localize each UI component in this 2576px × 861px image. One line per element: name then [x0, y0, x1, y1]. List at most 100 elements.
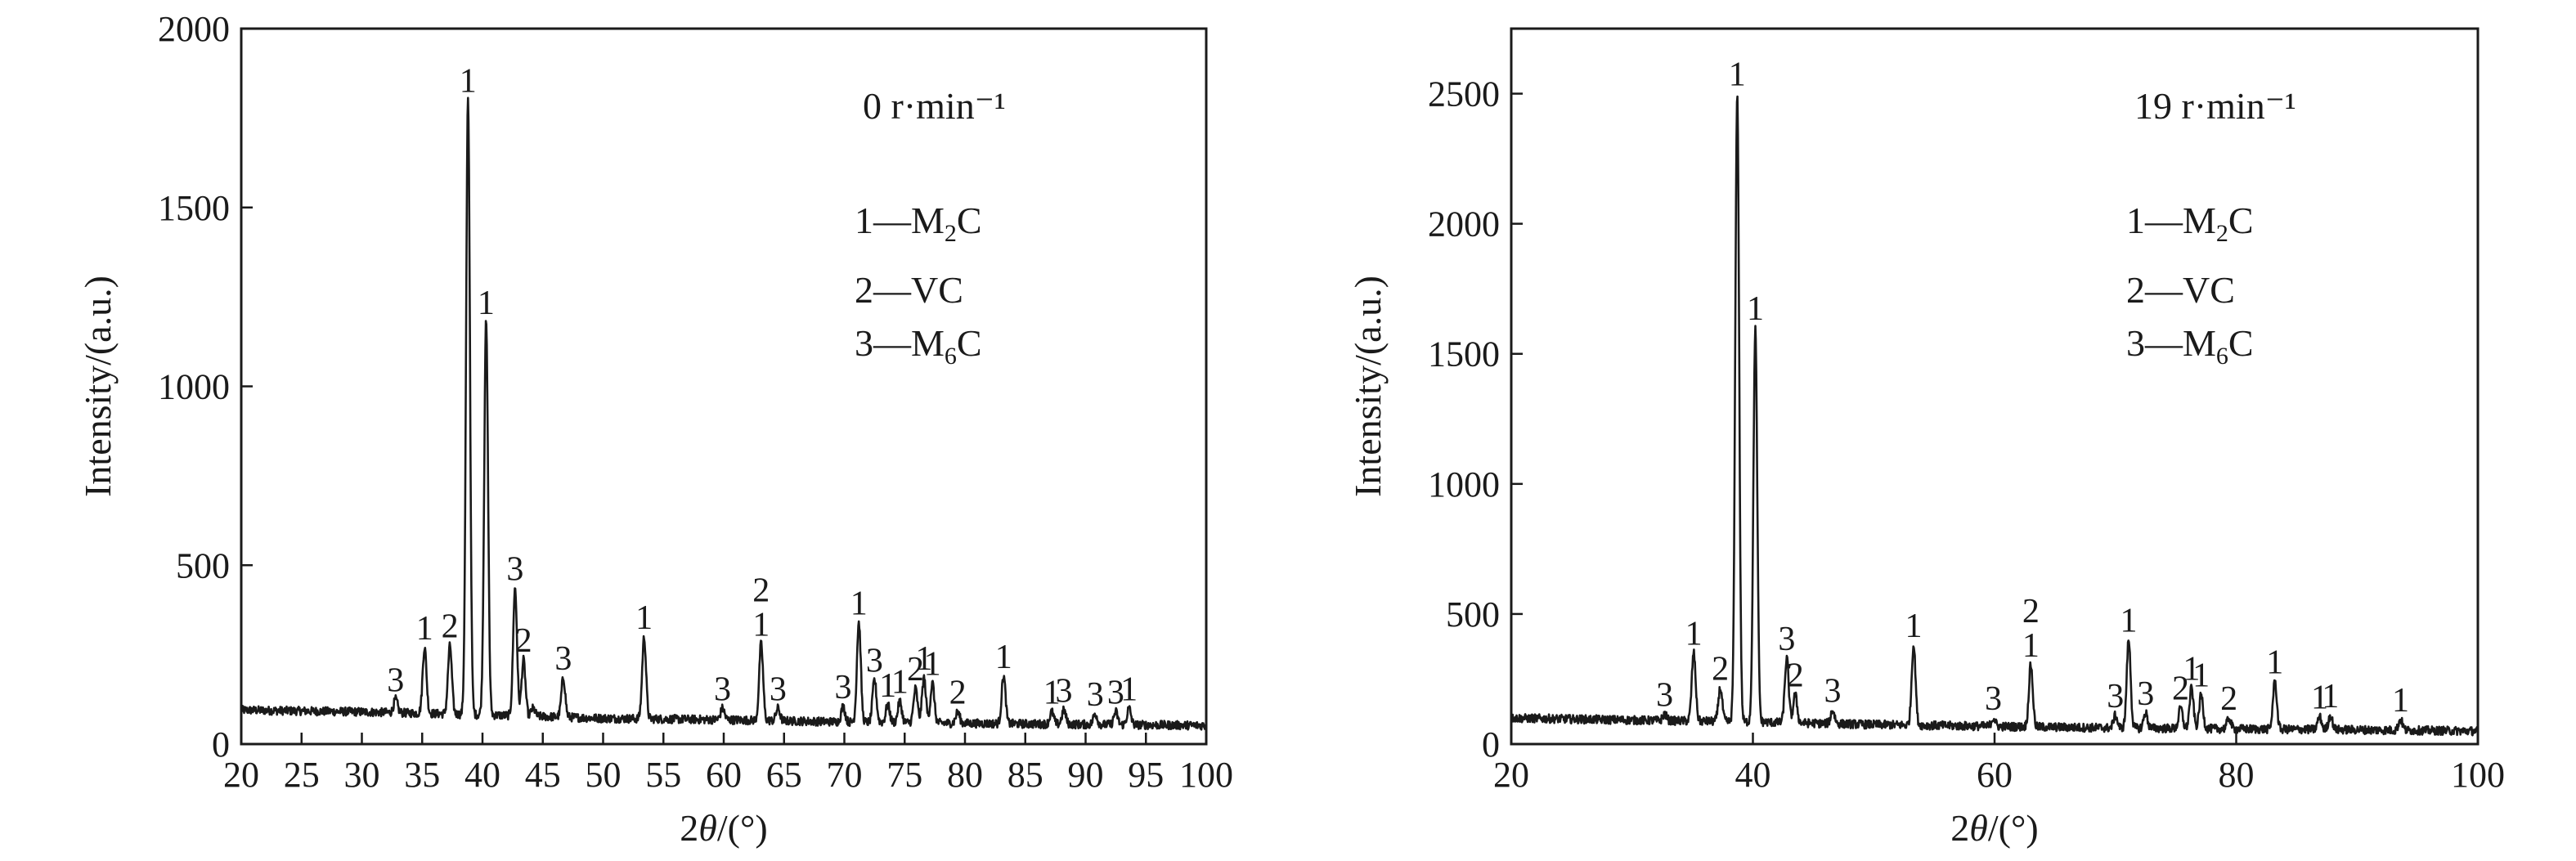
peak-label: 1: [1747, 290, 1764, 328]
x-tick-label: 85: [1008, 755, 1043, 795]
diffraction-trace: [1510, 95, 2480, 737]
peak-label: 1: [416, 610, 433, 648]
peak-label: 3: [866, 642, 883, 679]
x-tick-label: 50: [586, 755, 622, 795]
x-tick-label: 40: [464, 755, 500, 795]
x-tick-label: 75: [886, 755, 922, 795]
x-axis-title: 2θ/(°): [1950, 807, 2038, 849]
peak-label: 1: [1043, 675, 1061, 712]
peak-label: 2: [2220, 680, 2237, 718]
x-tick-label: 20: [223, 755, 259, 795]
peak-label: 1: [2311, 679, 2328, 717]
y-tick-label: 2500: [1428, 74, 1500, 114]
y-tick-label: 0: [1482, 724, 1500, 765]
peak-label: 2: [515, 622, 532, 660]
y-tick-label: 500: [1446, 594, 1500, 635]
peak-label: 3: [714, 670, 731, 708]
legend-entry: 2—VC: [2126, 269, 2235, 311]
peak-label: 1: [1685, 616, 1703, 653]
legend-entry: 1—M2C: [2126, 200, 2254, 247]
peak-label: 2: [752, 572, 770, 610]
peak-label: 3: [1107, 675, 1124, 712]
peak-label: 1: [2022, 627, 2040, 665]
peak-label: 1: [1905, 608, 1923, 645]
peak-label: 1: [1120, 670, 1138, 708]
peak-label: 1: [915, 640, 932, 678]
peak-label: 1: [2120, 603, 2138, 640]
x-tick-label: 60: [706, 755, 742, 795]
x-tick-label: 45: [525, 755, 561, 795]
y-axis-title: Intensity/(a.u.): [77, 276, 119, 497]
speed-label: 0 r·min⁻¹: [863, 85, 1006, 127]
x-tick-label: 30: [344, 755, 380, 795]
peak-label: 2: [1787, 657, 1804, 695]
peak-label: 3: [387, 661, 404, 699]
x-tick-label: 40: [1735, 755, 1771, 795]
peak-label: 3: [1985, 680, 2002, 718]
peak-label: 1: [995, 639, 1012, 676]
y-tick-label: 2000: [158, 9, 230, 49]
y-tick-label: 1000: [158, 367, 230, 407]
peak-label: 2: [907, 651, 924, 688]
speed-label: 19 r·min⁻¹: [2134, 85, 2296, 127]
peak-label: 1: [891, 664, 909, 702]
x-tick-label: 60: [1977, 755, 2013, 795]
x-tick-label: 55: [645, 755, 681, 795]
peak-label: 3: [2137, 675, 2154, 713]
legend-entry: 2—VC: [855, 269, 963, 311]
peak-label: 1: [2266, 644, 2283, 682]
peak-label: 1: [850, 585, 868, 622]
chart-panel-2: 20 40 60 80 100050010001500200025002θ/(°)Int…: [1347, 27, 2505, 849]
peak-label: 3: [1778, 621, 1795, 658]
peak-label: 1: [879, 667, 896, 705]
x-tick-label: 35: [404, 755, 440, 795]
legend-entry: 3—M6C: [2126, 322, 2254, 370]
y-tick-label: 0: [212, 724, 230, 765]
peak-label: 3: [1055, 672, 1072, 710]
x-tick-label: 95: [1128, 755, 1164, 795]
peak-label: 2: [2172, 670, 2189, 707]
peak-label: 3: [1656, 676, 1673, 714]
y-tick-label: 1500: [158, 188, 230, 228]
x-tick-label: 70: [827, 755, 863, 795]
peak-label: 2: [2022, 593, 2040, 630]
peak-label: 2: [949, 675, 967, 712]
diffraction-trace: [240, 96, 1208, 731]
y-tick-label: 500: [176, 545, 230, 585]
peak-label: 3: [554, 640, 572, 678]
plot-frame: [240, 27, 1208, 746]
chart-panel-1: 20 25 30 35 40 45 50 55 60 65 70 75 80 85 90 95 10005001…: [77, 9, 1233, 849]
x-tick-label: 80: [2219, 755, 2255, 795]
peak-label: 3: [770, 670, 787, 708]
peak-label: 3: [506, 551, 523, 589]
peak-label: 1: [1729, 56, 1746, 94]
x-tick-label: 100: [1179, 755, 1233, 795]
peak-label: 3: [2107, 678, 2124, 715]
x-tick-label: 65: [766, 755, 802, 795]
peak-label: 1: [924, 646, 941, 684]
peak-label: 2: [1712, 651, 1729, 688]
peak-label: 1: [752, 607, 770, 644]
y-tick-label: 1500: [1428, 334, 1500, 374]
x-tick-label: 20: [1493, 755, 1529, 795]
x-tick-label: 90: [1068, 755, 1104, 795]
legend-entry: 3—M6C: [855, 322, 982, 370]
peak-label: 1: [478, 285, 495, 322]
peak-label: 1: [635, 599, 653, 637]
peak-label: 1: [460, 63, 477, 101]
x-tick-label: 100: [2451, 755, 2505, 795]
peak-label: 1: [2392, 682, 2409, 720]
peak-label: 3: [1087, 676, 1104, 714]
peak-label: 3: [1824, 673, 1842, 711]
peak-label: 1: [2322, 678, 2339, 715]
x-tick-label: 80: [947, 755, 983, 795]
y-tick-label: 1000: [1428, 464, 1500, 504]
peak-label: 1: [2192, 657, 2210, 695]
peak-label: 3: [835, 669, 852, 706]
peak-label: 1: [2183, 651, 2200, 688]
y-tick-label: 2000: [1428, 204, 1500, 244]
x-axis-title: 2θ/(°): [680, 807, 767, 849]
plot-frame: [1510, 27, 2480, 746]
peak-label: 2: [442, 608, 459, 646]
